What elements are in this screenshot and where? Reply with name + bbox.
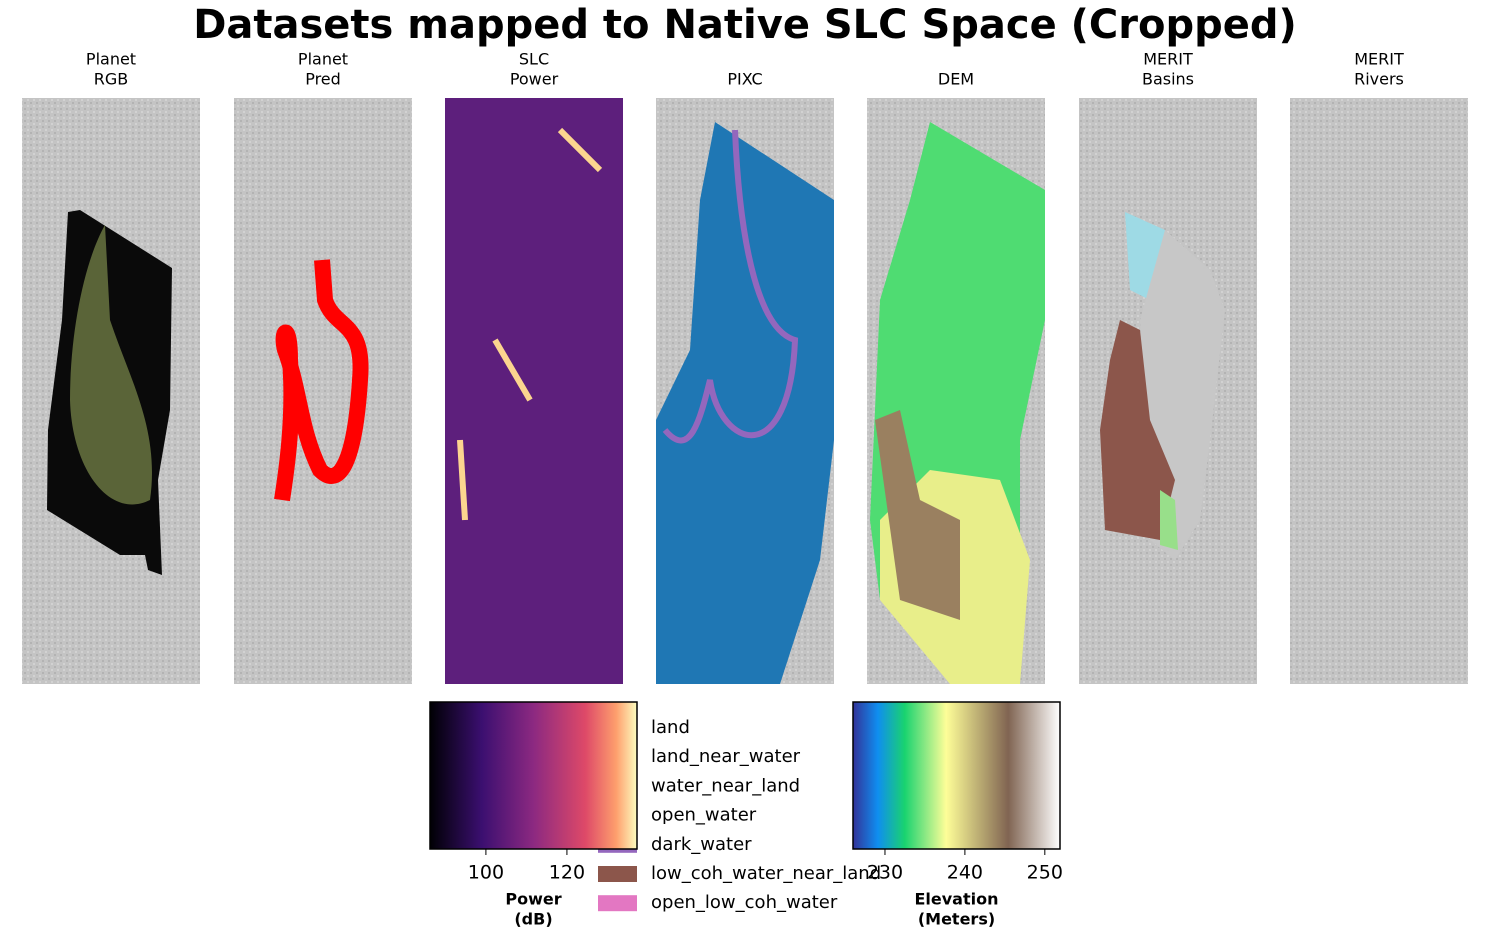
colorbar-label: (Meters): [918, 910, 995, 929]
panel-title: PIXC: [727, 70, 762, 89]
colorbar-fill: [852, 701, 1061, 850]
legend-label: open_water: [651, 805, 757, 826]
panel-title: Planet: [86, 50, 136, 69]
overlay: [1125, 212, 1165, 300]
overlay: [656, 122, 834, 684]
panel-title: RGB: [94, 70, 129, 89]
panel-image: [1290, 98, 1468, 684]
panel-title: Pred: [305, 70, 341, 89]
legend-label: water_near_land: [651, 775, 800, 796]
overlay: [457, 127, 603, 521]
panel-title: Basins: [1142, 70, 1194, 89]
colorbar-fill: [429, 701, 638, 850]
panel-image: [234, 98, 412, 684]
panel-title: SLC: [519, 50, 549, 69]
colorbar: 100 120 Power(dB): [429, 701, 638, 929]
panel-title: Power: [510, 70, 559, 89]
legend-label: land_near_water: [651, 746, 801, 767]
panel: DEM: [867, 70, 1045, 684]
colorbar: 230 240 250 Elevation(Meters): [852, 701, 1063, 929]
panel-title: Planet: [298, 50, 348, 69]
panel-title: DEM: [938, 70, 974, 89]
figure-title: Datasets mapped to Native SLC Space (Cro…: [193, 2, 1297, 48]
tick-label: 120: [549, 862, 585, 884]
overlay: [1160, 490, 1178, 550]
legend-swatch: [598, 866, 637, 882]
overlay: [445, 98, 623, 684]
overlay: [1100, 320, 1175, 540]
overlay: [662, 129, 799, 444]
overlay: [875, 410, 960, 620]
tick-label: 240: [947, 862, 983, 884]
colorbar-label: Elevation: [914, 890, 998, 909]
panel-title: MERIT: [1143, 50, 1193, 69]
colorbar-label: Power: [505, 890, 561, 909]
legend-label: dark_water: [651, 834, 752, 855]
panel: PIXC: [656, 70, 834, 684]
legend-label: land: [651, 717, 690, 738]
colorbar-label: (dB): [514, 910, 552, 929]
panel-title: Rivers: [1354, 70, 1404, 89]
tick-label: 100: [468, 862, 504, 884]
legend-label: open_low_coh_water: [651, 892, 838, 913]
tick-label: 250: [1027, 862, 1063, 884]
legend: land land_near_water water_near_land open_w…: [598, 717, 881, 913]
tick-label: 230: [867, 862, 903, 884]
overlay: [274, 259, 369, 502]
overlay: [70, 225, 152, 505]
legend-swatch: [598, 895, 637, 912]
panel-title: MERIT: [1354, 50, 1404, 69]
legend-label: low_coh_water_near_land: [651, 863, 881, 884]
